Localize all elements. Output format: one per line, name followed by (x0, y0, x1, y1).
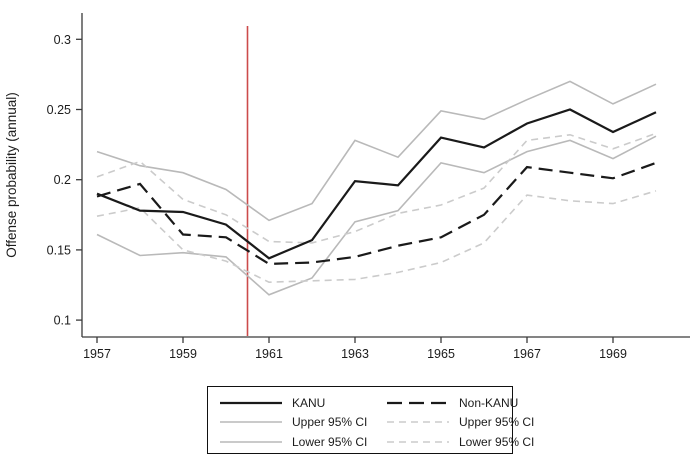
non-kanu-upper-ci-line-sample (387, 421, 449, 424)
legend-label-non-kanu: Non-KANU (459, 395, 519, 410)
legend-item-non-kanu: Non-KANU (387, 396, 534, 410)
x-tick-label: 1961 (255, 347, 283, 361)
series-line-non-kanu-non-kanu (96, 161, 657, 266)
legend-item-kanu-lower-ci: Lower 95% CI (220, 435, 387, 449)
non-kanu-dashed-line-sample (387, 401, 449, 404)
series-line-non-kanu-lower-95-ci (96, 190, 657, 284)
legend-label-kanu: KANU (292, 395, 326, 410)
legend-item-kanu: KANU (220, 396, 387, 410)
legend-label-non-kanu-upper-ci: Upper 95% CI (459, 415, 535, 430)
x-tick-label: 1969 (599, 347, 627, 361)
legend-item-kanu-upper-ci: Upper 95% CI (220, 415, 387, 429)
series-line-kanu-lower-95-ci (96, 135, 657, 296)
kanu-solid-line-sample (220, 401, 282, 404)
y-tick-label: 0.15 (47, 243, 71, 257)
chart-legend: KANU Non-KANU Upper 95% CI Upper 95% CI … (207, 386, 534, 454)
y-tick-label: 0.3 (54, 33, 71, 47)
legend-label-kanu-upper-ci: Upper 95% CI (292, 415, 368, 430)
y-tick-label: 0.2 (54, 173, 71, 187)
y-tick-label: 0.25 (47, 103, 71, 117)
series-line-kanu-upper-95-ci (96, 80, 657, 222)
legend-item-non-kanu-lower-ci: Lower 95% CI (387, 435, 534, 449)
legend-label-non-kanu-lower-ci: Lower 95% CI (459, 434, 535, 449)
x-tick-label: 1965 (427, 347, 455, 361)
series-line-kanu-kanu (96, 108, 657, 260)
plot-area: 0.1 0.15 0.2 0.25 0.3 1957 1959 1961 1963 1965 196… (4, 13, 690, 361)
legend-item-non-kanu-upper-ci: Upper 95% CI (387, 415, 534, 429)
kanu-lower-ci-line-sample (220, 440, 282, 443)
x-tick-label: 1967 (513, 347, 541, 361)
x-tick-label: 1959 (169, 347, 197, 361)
y-tick-label: 0.1 (54, 314, 71, 328)
kanu-upper-ci-line-sample (220, 421, 282, 424)
non-kanu-lower-ci-line-sample (387, 440, 449, 443)
y-axis-title: Offense probability (annual) (4, 92, 19, 258)
legend-label-kanu-lower-ci: Lower 95% CI (292, 434, 368, 449)
x-tick-label: 1963 (341, 347, 369, 361)
series-line-non-kanu-upper-95-ci (96, 132, 657, 244)
x-tick-label: 1957 (83, 347, 111, 361)
